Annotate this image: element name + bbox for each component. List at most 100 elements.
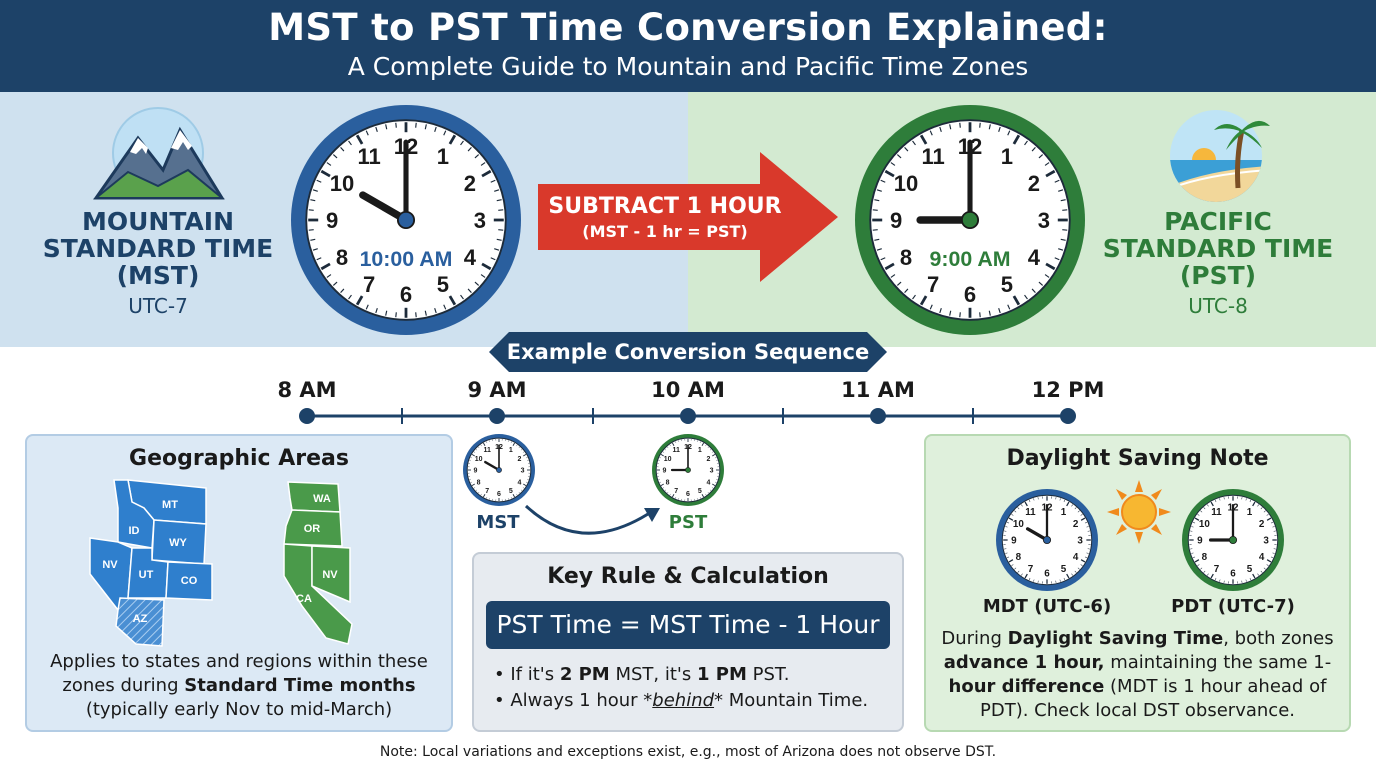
mst-label-line2: STANDARD TIME bbox=[42, 234, 274, 263]
clock-tick bbox=[1266, 514, 1269, 516]
mountain-states-map: MT ID WY NV UT CO AZ bbox=[89, 479, 213, 647]
clock-tick bbox=[486, 441, 488, 444]
clock-tick bbox=[880, 179, 886, 183]
clock-tick bbox=[1063, 577, 1066, 581]
clock-tick bbox=[520, 489, 523, 492]
geo-text-line1: Applies to states and regions within the… bbox=[50, 651, 428, 672]
clock-tick bbox=[443, 130, 447, 136]
sequence-title: Example Conversion Sequence bbox=[506, 340, 870, 364]
clock-tick bbox=[498, 229, 504, 231]
clock-tick bbox=[522, 451, 525, 453]
clock-tick bbox=[424, 124, 427, 130]
clock-tick bbox=[490, 257, 496, 261]
clock-numeral: 10 bbox=[1013, 519, 1024, 530]
clock-tick bbox=[1044, 162, 1050, 166]
timeline-axis bbox=[299, 408, 1076, 424]
clock-tick bbox=[1074, 570, 1077, 573]
clock-numeral: 3 bbox=[1263, 536, 1269, 547]
clock-numeral: 7 bbox=[927, 272, 939, 297]
timeline-label-10am: 10 AM bbox=[651, 378, 725, 402]
clock-center bbox=[1228, 535, 1238, 545]
clock-tick bbox=[471, 454, 475, 457]
clock-tick bbox=[523, 454, 527, 457]
clock-tick bbox=[1257, 504, 1259, 507]
timeline-dot-12pm bbox=[1060, 408, 1076, 424]
clock-numeral: 7 bbox=[485, 488, 489, 495]
clock-tick bbox=[705, 493, 707, 496]
clock-tick bbox=[395, 122, 397, 128]
clock-tick bbox=[310, 199, 316, 202]
clock-tick bbox=[1084, 521, 1088, 524]
clock-tick bbox=[473, 487, 476, 489]
clock-tick bbox=[876, 248, 882, 251]
mountain-icon bbox=[93, 107, 225, 200]
clock-tick bbox=[1063, 499, 1066, 503]
pst-label-line1: PACIFIC bbox=[1164, 207, 1272, 236]
clock-tick bbox=[662, 487, 665, 489]
clock-tick bbox=[320, 262, 331, 271]
pst-clock: 1234567891011129:00 AM bbox=[855, 105, 1085, 335]
clock-tick bbox=[424, 310, 427, 316]
clock-tick bbox=[1014, 567, 1017, 570]
clock-tick bbox=[1207, 573, 1209, 576]
clock-tick bbox=[1077, 567, 1080, 570]
clock-tick bbox=[1011, 564, 1014, 566]
clock-tick bbox=[1007, 130, 1011, 136]
clock-tick bbox=[1074, 507, 1077, 510]
clock-tick bbox=[1028, 499, 1031, 503]
clock-tick bbox=[1017, 570, 1020, 573]
clock-tick bbox=[1266, 517, 1272, 521]
rule-bullet-2: • Always 1 hour *behind* Mountain Time. bbox=[494, 690, 869, 711]
mst-label-line1: MOUNTAIN bbox=[81, 207, 235, 236]
clock-tick bbox=[365, 130, 369, 136]
clock-tick bbox=[480, 493, 482, 496]
clock-numeral: 7 bbox=[1214, 564, 1220, 575]
mst-zone-name: MOUNTAIN STANDARD TIME (MST) bbox=[28, 208, 288, 289]
clock-numeral: 8 bbox=[1016, 552, 1022, 563]
clock-tick bbox=[701, 494, 704, 498]
clock-tick bbox=[467, 288, 472, 294]
clock-tick bbox=[1021, 573, 1023, 576]
clock-tick bbox=[912, 294, 916, 300]
clock-tick bbox=[1191, 552, 1194, 554]
clock-tick bbox=[1086, 552, 1089, 554]
daylight-saving-card: Daylight Saving Note bbox=[924, 434, 1351, 732]
clock-tick bbox=[1272, 552, 1275, 554]
beach-palm-icon bbox=[1170, 110, 1270, 202]
clock-tick bbox=[666, 491, 669, 494]
clock-tick bbox=[434, 126, 437, 132]
clock-tick bbox=[1006, 556, 1010, 559]
clock-tick bbox=[1008, 517, 1014, 521]
clock-tick bbox=[316, 179, 322, 183]
clock-tick bbox=[979, 312, 981, 318]
curved-arrow-icon bbox=[524, 504, 660, 535]
clock-tick bbox=[1066, 501, 1070, 507]
clock-tick bbox=[1012, 134, 1021, 145]
clock-numeral: 5 bbox=[1001, 272, 1013, 297]
clock-tick bbox=[959, 312, 961, 318]
clock-tick bbox=[1080, 514, 1083, 516]
clock-tick bbox=[1054, 257, 1060, 261]
clock-tick bbox=[395, 312, 397, 318]
clock-tick bbox=[1054, 179, 1060, 183]
clock-numeral: 4 bbox=[1028, 245, 1041, 270]
clock-numeral: 6 bbox=[497, 491, 501, 498]
clock-tick bbox=[1033, 579, 1035, 582]
clock-tick bbox=[659, 481, 662, 483]
clock-numeral: 5 bbox=[437, 272, 449, 297]
clock-tick bbox=[460, 140, 464, 146]
clock-tick bbox=[481, 169, 492, 178]
clock-tick bbox=[669, 444, 671, 447]
key-rule-title: Key Rule & Calculation bbox=[547, 564, 829, 589]
clock-tick bbox=[664, 448, 667, 451]
clock-numeral: 8 bbox=[1202, 552, 1208, 563]
clock-numeral: 1 bbox=[1247, 507, 1253, 518]
clock-tick bbox=[939, 308, 942, 314]
mst-utc-offset: UTC-7 bbox=[128, 294, 188, 318]
clock-numeral: 6 bbox=[964, 282, 976, 307]
clock-tick bbox=[470, 457, 473, 459]
clock-tick bbox=[1017, 507, 1020, 510]
clock-tick bbox=[308, 229, 314, 231]
clock-tick bbox=[660, 454, 664, 457]
